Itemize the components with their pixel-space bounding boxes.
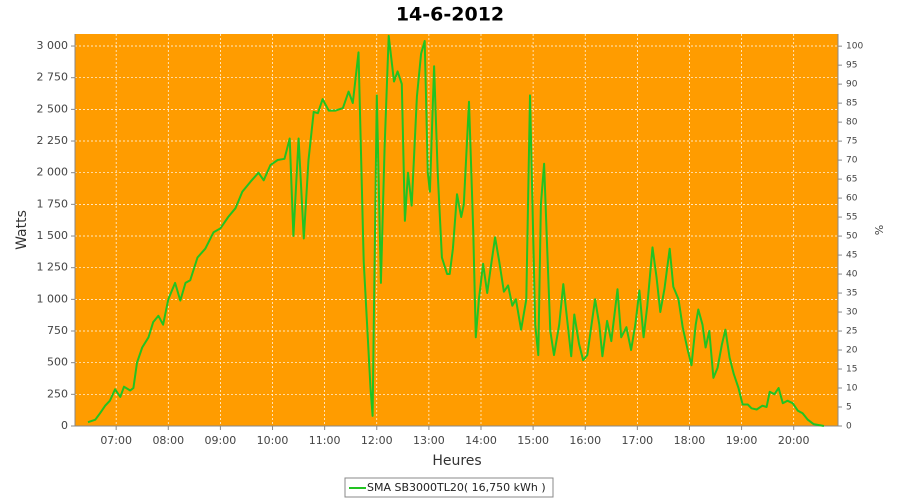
x-tick-label: 17:00	[621, 434, 653, 447]
y2-tick-label: 65	[846, 175, 857, 185]
legend-box	[344, 477, 554, 498]
y2-tick-label: 50	[846, 232, 858, 242]
y-tick-label: 1 250	[37, 261, 69, 274]
y-tick-label: 3 000	[37, 39, 69, 52]
y2-tick-label: 30	[846, 308, 858, 318]
y2-tick-label: 25	[846, 327, 857, 337]
x-tick-label: 13:00	[413, 434, 445, 447]
plot-area	[75, 34, 838, 426]
y-tick-label: 250	[47, 387, 68, 400]
x-tick-label: 16:00	[569, 434, 601, 447]
y2-tick-label: 0	[846, 422, 852, 432]
legend-label: SMA SB3000TL20( 16,750 kWh )	[367, 481, 546, 494]
y-tick-label: 0	[61, 419, 68, 432]
y-tick-label: 500	[47, 356, 68, 369]
y2-tick-label: 90	[846, 80, 858, 90]
y2-tick-label: 20	[846, 346, 858, 356]
y2-tick-label: 100	[846, 42, 863, 52]
y2-tick-label: 45	[846, 251, 857, 261]
y2-axis-title: %	[873, 225, 886, 235]
x-tick-label: 09:00	[205, 434, 237, 447]
y2-tick-label: 10	[846, 384, 858, 394]
x-tick-label: 12:00	[361, 434, 393, 447]
chart-title: 14-6-2012	[396, 4, 504, 26]
x-tick-label: 08:00	[152, 434, 184, 447]
y2-tick-label: 85	[846, 99, 857, 109]
y2-tick-label: 55	[846, 213, 857, 223]
y2-tick-label: 15	[846, 365, 857, 375]
x-tick-label: 07:00	[100, 434, 132, 447]
data-line	[87, 34, 825, 427]
y2-tick-label: 95	[846, 61, 857, 71]
y-tick-label: 1 000	[37, 292, 69, 305]
y2-tick-label: 40	[846, 270, 858, 280]
y-tick-label: 2 500	[37, 102, 69, 115]
x-axis-title: Heures	[432, 453, 481, 469]
y-axis-title: Watts	[14, 210, 30, 250]
y2-tick-label: 5	[846, 403, 852, 413]
x-tick-label: 18:00	[674, 434, 706, 447]
x-tick-label: 11:00	[309, 434, 341, 447]
y2-tick-label: 35	[846, 289, 857, 299]
y2-tick-label: 60	[846, 194, 858, 204]
y-tick-label: 2 000	[37, 166, 69, 179]
y-tick-label: 2 750	[37, 71, 69, 84]
x-tick-label: 19:00	[726, 434, 758, 447]
x-tick-label: 20:00	[778, 434, 810, 447]
x-tick-label: 10:00	[257, 434, 289, 447]
x-tick-label: 14:00	[465, 434, 497, 447]
y2-tick-label: 75	[846, 137, 857, 147]
y-tick-label: 750	[47, 324, 68, 337]
y-tick-label: 2 250	[37, 134, 69, 147]
y2-tick-label: 70	[846, 156, 858, 166]
y-tick-label: 1 750	[37, 197, 69, 210]
y-tick-label: 1 500	[37, 229, 69, 242]
y2-tick-label: 80	[846, 118, 858, 128]
x-tick-label: 15:00	[517, 434, 549, 447]
